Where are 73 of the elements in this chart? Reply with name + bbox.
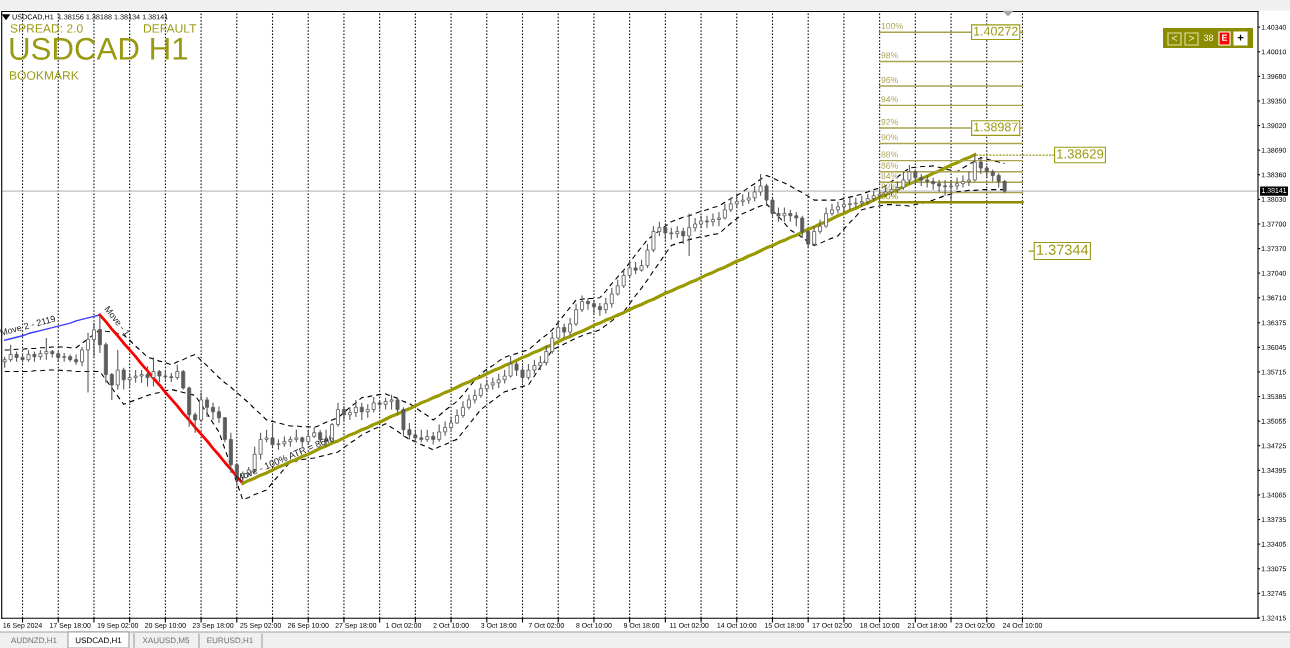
annotation: BOOKMARK bbox=[9, 71, 79, 80]
text: USDCAD,H1 bbox=[75, 637, 122, 645]
candlestick bbox=[91, 322, 96, 358]
candlestick bbox=[109, 372, 114, 401]
candlestick bbox=[955, 177, 959, 191]
candlestick bbox=[591, 299, 596, 314]
annotation: Move - 100% ATR = 86% bbox=[235, 434, 334, 482]
text: EURUSD,H1 bbox=[207, 637, 253, 645]
candlestick bbox=[693, 217, 698, 232]
series-label: 86% bbox=[881, 162, 898, 169]
candlestick bbox=[966, 171, 971, 187]
candlestick bbox=[449, 417, 454, 431]
candlestick bbox=[205, 396, 210, 418]
series-label: 90% bbox=[881, 134, 898, 141]
series-label: 98% bbox=[881, 52, 898, 59]
candlestick bbox=[211, 402, 215, 421]
candlestick bbox=[443, 420, 448, 437]
candlestick bbox=[800, 215, 805, 239]
series-label: 92% bbox=[881, 118, 898, 125]
candlestick bbox=[216, 406, 221, 424]
text: + bbox=[1237, 34, 1244, 41]
text: 38 bbox=[1203, 34, 1214, 41]
candlestick bbox=[818, 218, 823, 235]
annotation: DEFAULT bbox=[143, 24, 197, 33]
text: XAUUSD,M5 bbox=[142, 637, 190, 645]
annotation: 1.40272 bbox=[974, 26, 1018, 36]
candlestick bbox=[97, 314, 102, 354]
candlestick bbox=[336, 402, 340, 428]
candlestick bbox=[705, 215, 709, 229]
candlestick bbox=[222, 416, 227, 443]
candlestick bbox=[80, 346, 85, 367]
candlestick bbox=[960, 174, 965, 188]
annotation: 1.38987 bbox=[974, 122, 1018, 132]
candlestick bbox=[115, 349, 120, 391]
candlestick bbox=[586, 297, 590, 311]
candlestick bbox=[943, 179, 948, 197]
candlestick bbox=[711, 212, 715, 227]
candlestick bbox=[716, 211, 721, 227]
candlestick bbox=[86, 332, 90, 393]
text: 1.38629 bbox=[1057, 149, 1104, 159]
series-label: 84% bbox=[881, 173, 898, 180]
candlestick bbox=[687, 212, 692, 257]
candlestick bbox=[74, 353, 79, 366]
series-label: 96% bbox=[881, 76, 898, 83]
candlestick bbox=[199, 391, 204, 423]
candlestick bbox=[193, 411, 198, 434]
candlestick bbox=[830, 203, 834, 217]
text: 1.37344 bbox=[1037, 244, 1089, 255]
text: < bbox=[1171, 35, 1178, 41]
candlestick bbox=[341, 406, 346, 421]
candlestick bbox=[847, 197, 852, 211]
candlestick bbox=[347, 406, 352, 421]
candlestick bbox=[472, 388, 477, 405]
text: > bbox=[1188, 35, 1195, 41]
candlestick bbox=[835, 201, 840, 215]
candlestick bbox=[597, 302, 602, 317]
series-label: 94% bbox=[881, 96, 898, 103]
candlestick bbox=[972, 154, 977, 183]
annotation: SPREAD: 2.0 bbox=[10, 24, 83, 33]
candlestick bbox=[609, 287, 614, 309]
candlestick bbox=[699, 215, 704, 229]
candlestick bbox=[824, 206, 829, 229]
candlestick bbox=[937, 179, 942, 193]
candlestick bbox=[574, 303, 579, 327]
annotation: USDCAD H1 bbox=[10, 37, 188, 60]
text: E bbox=[1222, 34, 1228, 41]
series-label: 100% bbox=[881, 23, 903, 30]
candlestick bbox=[841, 199, 846, 213]
candlestick bbox=[68, 353, 73, 363]
text: AUDNZD,H1 bbox=[10, 637, 57, 645]
candlestick bbox=[812, 225, 817, 247]
series-label: 88% bbox=[881, 151, 898, 158]
candlestick bbox=[949, 179, 954, 201]
